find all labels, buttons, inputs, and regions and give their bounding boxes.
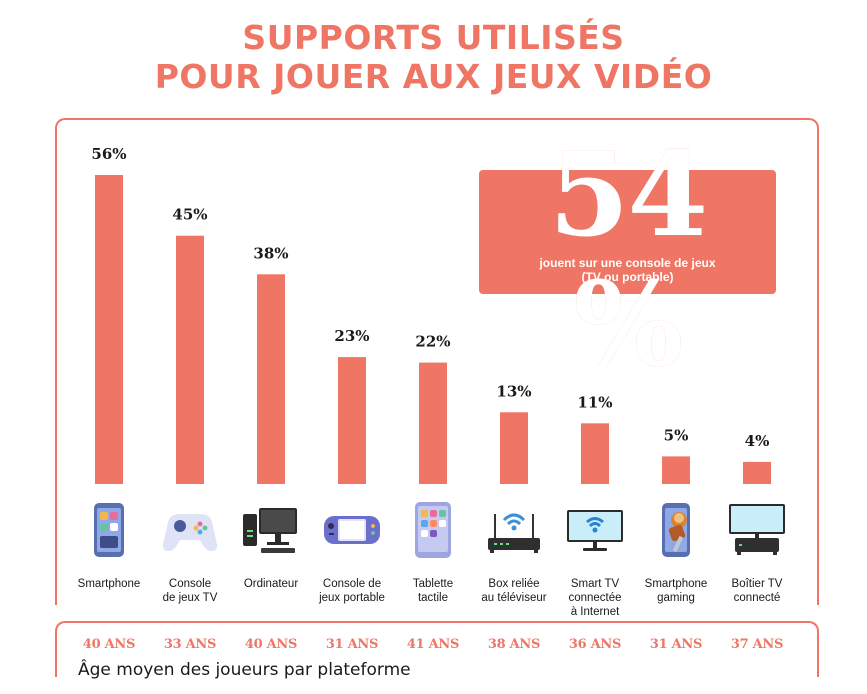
bar-0 bbox=[95, 175, 123, 484]
category-label: Boîtier TV connecté bbox=[731, 578, 783, 604]
bar-4 bbox=[419, 362, 447, 484]
age-label: 36 ANS bbox=[568, 637, 622, 652]
callout-text-line1: jouent sur une console de jeux bbox=[539, 256, 716, 270]
bar-3 bbox=[338, 357, 366, 484]
desktop-computer-icon bbox=[241, 500, 301, 560]
bar-6 bbox=[581, 423, 609, 484]
bar-value-label: 4% bbox=[745, 432, 770, 450]
category-label: Smartphone bbox=[77, 578, 141, 590]
gamepad-icon bbox=[160, 500, 220, 560]
smart-tv-icon bbox=[565, 500, 625, 560]
bar-value-label: 11% bbox=[577, 393, 612, 411]
age-label: 40 ANS bbox=[82, 637, 136, 652]
category-label: Box reliée au téléviseur bbox=[481, 578, 547, 604]
age-label: 41 ANS bbox=[406, 637, 460, 652]
wifi-router-icon bbox=[484, 500, 544, 560]
chart-title-line2: POUR JOUER AUX JEUX VIDÉO bbox=[154, 57, 713, 96]
bar-value-label: 5% bbox=[664, 426, 689, 444]
category-label: Console de jeux TV bbox=[162, 578, 218, 604]
bar-5 bbox=[500, 412, 528, 484]
age-footnote: Âge moyen des joueurs par plateforme bbox=[70, 660, 419, 680]
gaming-phone-icon bbox=[646, 500, 706, 560]
bar-value-label: 22% bbox=[415, 333, 450, 351]
chart-frame bbox=[55, 118, 819, 605]
age-label: 33 ANS bbox=[163, 637, 217, 652]
bar-1 bbox=[176, 235, 204, 484]
chart-title-line1: SUPPORTS UTILISÉS bbox=[242, 18, 625, 57]
category-label: Smart TV connectée à Internet bbox=[568, 578, 622, 618]
bar-value-label: 23% bbox=[334, 327, 369, 345]
callout-box bbox=[479, 170, 776, 294]
bar-2 bbox=[257, 274, 285, 484]
tv-box-icon bbox=[727, 500, 787, 560]
category-label: Smartphone gaming bbox=[644, 578, 708, 604]
tablet-icon bbox=[403, 500, 463, 560]
bar-value-label: 13% bbox=[496, 382, 531, 400]
category-label: Ordinateur bbox=[243, 578, 299, 590]
age-label: 31 ANS bbox=[325, 637, 379, 652]
callout-text: jouent sur une console de jeux (TV ou po… bbox=[479, 256, 776, 284]
bar-7 bbox=[662, 456, 690, 484]
handheld-console-icon bbox=[322, 500, 382, 560]
smartphone-icon bbox=[79, 500, 139, 560]
bar-8 bbox=[743, 461, 771, 484]
age-label: 38 ANS bbox=[487, 637, 541, 652]
bar-value-label: 56% bbox=[91, 145, 126, 163]
category-label: Console de jeux portable bbox=[319, 578, 385, 604]
callout-text-line2: (TV ou portable) bbox=[581, 270, 674, 284]
bar-value-label: 38% bbox=[253, 244, 288, 262]
age-frame bbox=[55, 621, 819, 677]
bar-value-label: 45% bbox=[172, 206, 207, 224]
age-label: 37 ANS bbox=[730, 637, 784, 652]
category-label: Tablette tactile bbox=[412, 578, 454, 604]
age-label: 31 ANS bbox=[649, 637, 703, 652]
callout-value: 54 % bbox=[548, 127, 708, 393]
age-label: 40 ANS bbox=[244, 637, 298, 652]
